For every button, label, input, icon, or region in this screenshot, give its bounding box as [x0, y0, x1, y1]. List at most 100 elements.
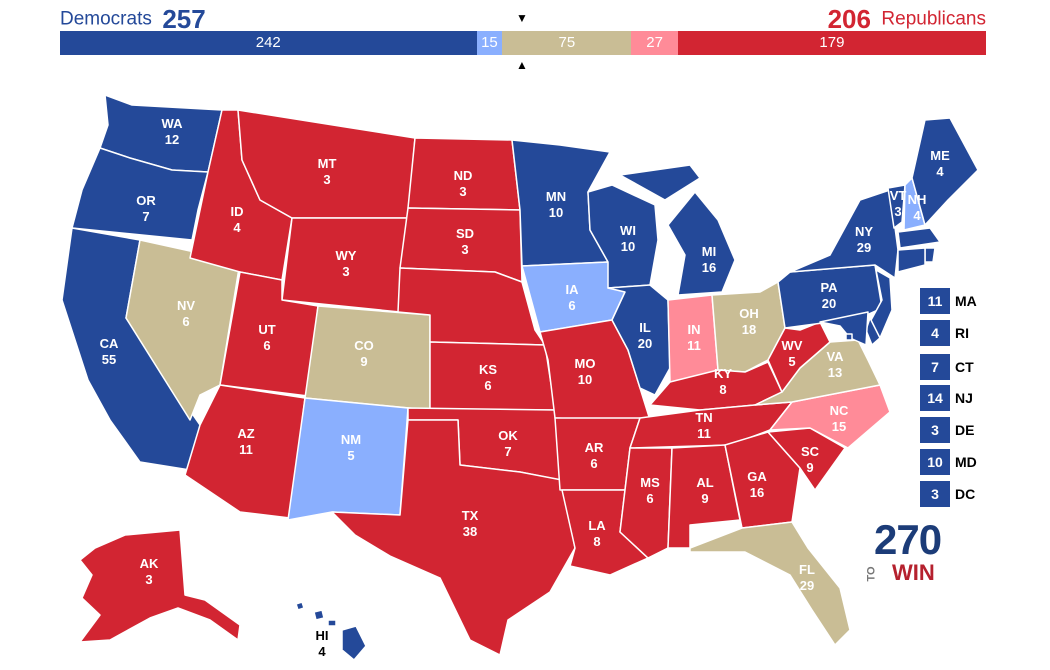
state-mi[interactable]: [619, 164, 736, 296]
state-ev-il: 20: [638, 336, 652, 351]
state-ev-in: 11: [687, 338, 701, 353]
small-state-box-ct[interactable]: 7: [920, 354, 950, 380]
state-ev-tx: 38: [463, 524, 477, 539]
small-state-label-ma: MA: [955, 293, 977, 309]
state-ma[interactable]: [897, 227, 941, 249]
state-ev-ca: 55: [102, 352, 116, 367]
state-ny[interactable]: [789, 189, 899, 279]
state-ev-az: 11: [239, 442, 253, 457]
state-ev-tn: 11: [697, 426, 711, 441]
state-tx[interactable]: [331, 419, 576, 656]
state-label-la: LA: [588, 518, 606, 533]
state-ga[interactable]: [724, 431, 801, 529]
state-ev-al: 9: [701, 491, 708, 506]
state-ev-va: 13: [828, 365, 842, 380]
state-label-nc: NC: [830, 403, 849, 418]
270towin-logo[interactable]: 270 TO WIN: [866, 516, 950, 586]
state-label-me: ME: [930, 148, 950, 163]
state-ev-me: 4: [936, 164, 944, 179]
state-label-ia: IA: [566, 282, 580, 297]
state-label-hi: HI: [316, 628, 329, 643]
state-label-sc: SC: [801, 444, 820, 459]
small-state-box-ri[interactable]: 4: [920, 320, 950, 346]
state-ev-ut: 6: [263, 338, 270, 353]
state-ct[interactable]: [897, 247, 926, 273]
state-ev-pa: 20: [822, 296, 836, 311]
state-ev-oh: 18: [742, 322, 756, 337]
state-il[interactable]: [607, 284, 671, 396]
state-ev-ok: 7: [504, 444, 511, 459]
arrow-down-icon: ▼: [516, 11, 528, 25]
state-ev-ms: 6: [646, 491, 653, 506]
state-ev-vt: 3: [894, 204, 901, 219]
democrats-header: Democrats 257: [60, 4, 212, 35]
state-ri[interactable]: [924, 247, 936, 263]
state-ev-id: 4: [233, 220, 241, 235]
logo-win: WIN: [892, 560, 935, 585]
state-label-ut: UT: [258, 322, 275, 337]
bar-segment: 75: [502, 31, 632, 55]
small-state-box-nj[interactable]: 14: [920, 385, 950, 411]
state-ev-wy: 3: [342, 264, 349, 279]
state-label-il: IL: [639, 320, 651, 335]
state-ev-nd: 3: [459, 184, 466, 199]
state-label-id: ID: [231, 204, 244, 219]
state-ev-ga: 16: [750, 485, 764, 500]
small-state-label-de: DE: [955, 422, 975, 438]
state-label-mt: MT: [318, 156, 337, 171]
small-state-label-nj: NJ: [955, 390, 973, 406]
republicans-total: 206: [827, 4, 871, 34]
bar-segment: 242: [60, 31, 477, 55]
republicans-label: Republicans: [881, 8, 986, 30]
state-ev-sc: 9: [806, 460, 813, 475]
small-state-box-md[interactable]: 10: [920, 449, 950, 475]
state-label-co: CO: [354, 338, 374, 353]
state-ev-fl: 29: [800, 578, 814, 593]
small-state-box-dc[interactable]: 3: [920, 481, 950, 507]
state-vt[interactable]: [887, 184, 906, 229]
state-ev-nc: 15: [832, 419, 846, 434]
state-md[interactable]: [819, 311, 869, 346]
state-ev-hi: 4: [318, 644, 326, 659]
state-ev-wi: 10: [621, 239, 635, 254]
state-or[interactable]: [71, 147, 209, 241]
state-ev-mn: 10: [549, 205, 563, 220]
state-fl[interactable]: [689, 521, 851, 646]
state-ev-ar: 6: [590, 456, 597, 471]
logo-to: TO: [865, 566, 878, 582]
state-label-pa: PA: [820, 280, 838, 295]
state-ev-wa: 12: [165, 132, 179, 147]
state-dc[interactable]: [845, 333, 853, 341]
state-label-ga: GA: [747, 469, 767, 484]
state-label-az: AZ: [237, 426, 254, 441]
state-label-wi: WI: [620, 223, 636, 238]
state-ev-ak: 3: [145, 572, 152, 587]
republicans-header: 206 Republicans: [822, 4, 986, 35]
state-ev-ky: 8: [719, 382, 726, 397]
democrats-label: Democrats: [60, 8, 152, 30]
state-label-nd: ND: [454, 168, 473, 183]
small-state-box-de[interactable]: 3: [920, 417, 950, 443]
small-state-box-ma[interactable]: 11: [920, 288, 950, 314]
state-label-mo: MO: [575, 356, 596, 371]
electoral-vote-bar: 242 15 75 27 179: [60, 31, 986, 55]
state-hi[interactable]: [295, 601, 367, 661]
state-label-ky: KY: [714, 366, 732, 381]
state-ev-mo: 10: [578, 372, 592, 387]
state-ak[interactable]: [79, 529, 241, 643]
state-ev-la: 8: [593, 534, 600, 549]
state-label-ca: CA: [100, 336, 119, 351]
state-label-wy: WY: [336, 248, 357, 263]
state-label-ok: OK: [498, 428, 518, 443]
state-ev-or: 7: [142, 209, 149, 224]
state-ev-nm: 5: [347, 448, 354, 463]
state-ev-wv: 5: [788, 354, 795, 369]
arrow-up-icon: ▲: [516, 58, 528, 72]
state-ev-nv: 6: [182, 314, 189, 329]
state-ev-mi: 16: [702, 260, 716, 275]
state-ev-mt: 3: [323, 172, 330, 187]
state-label-tn: TN: [695, 410, 712, 425]
bar-segment: 15: [476, 31, 503, 55]
state-me[interactable]: [911, 117, 979, 226]
